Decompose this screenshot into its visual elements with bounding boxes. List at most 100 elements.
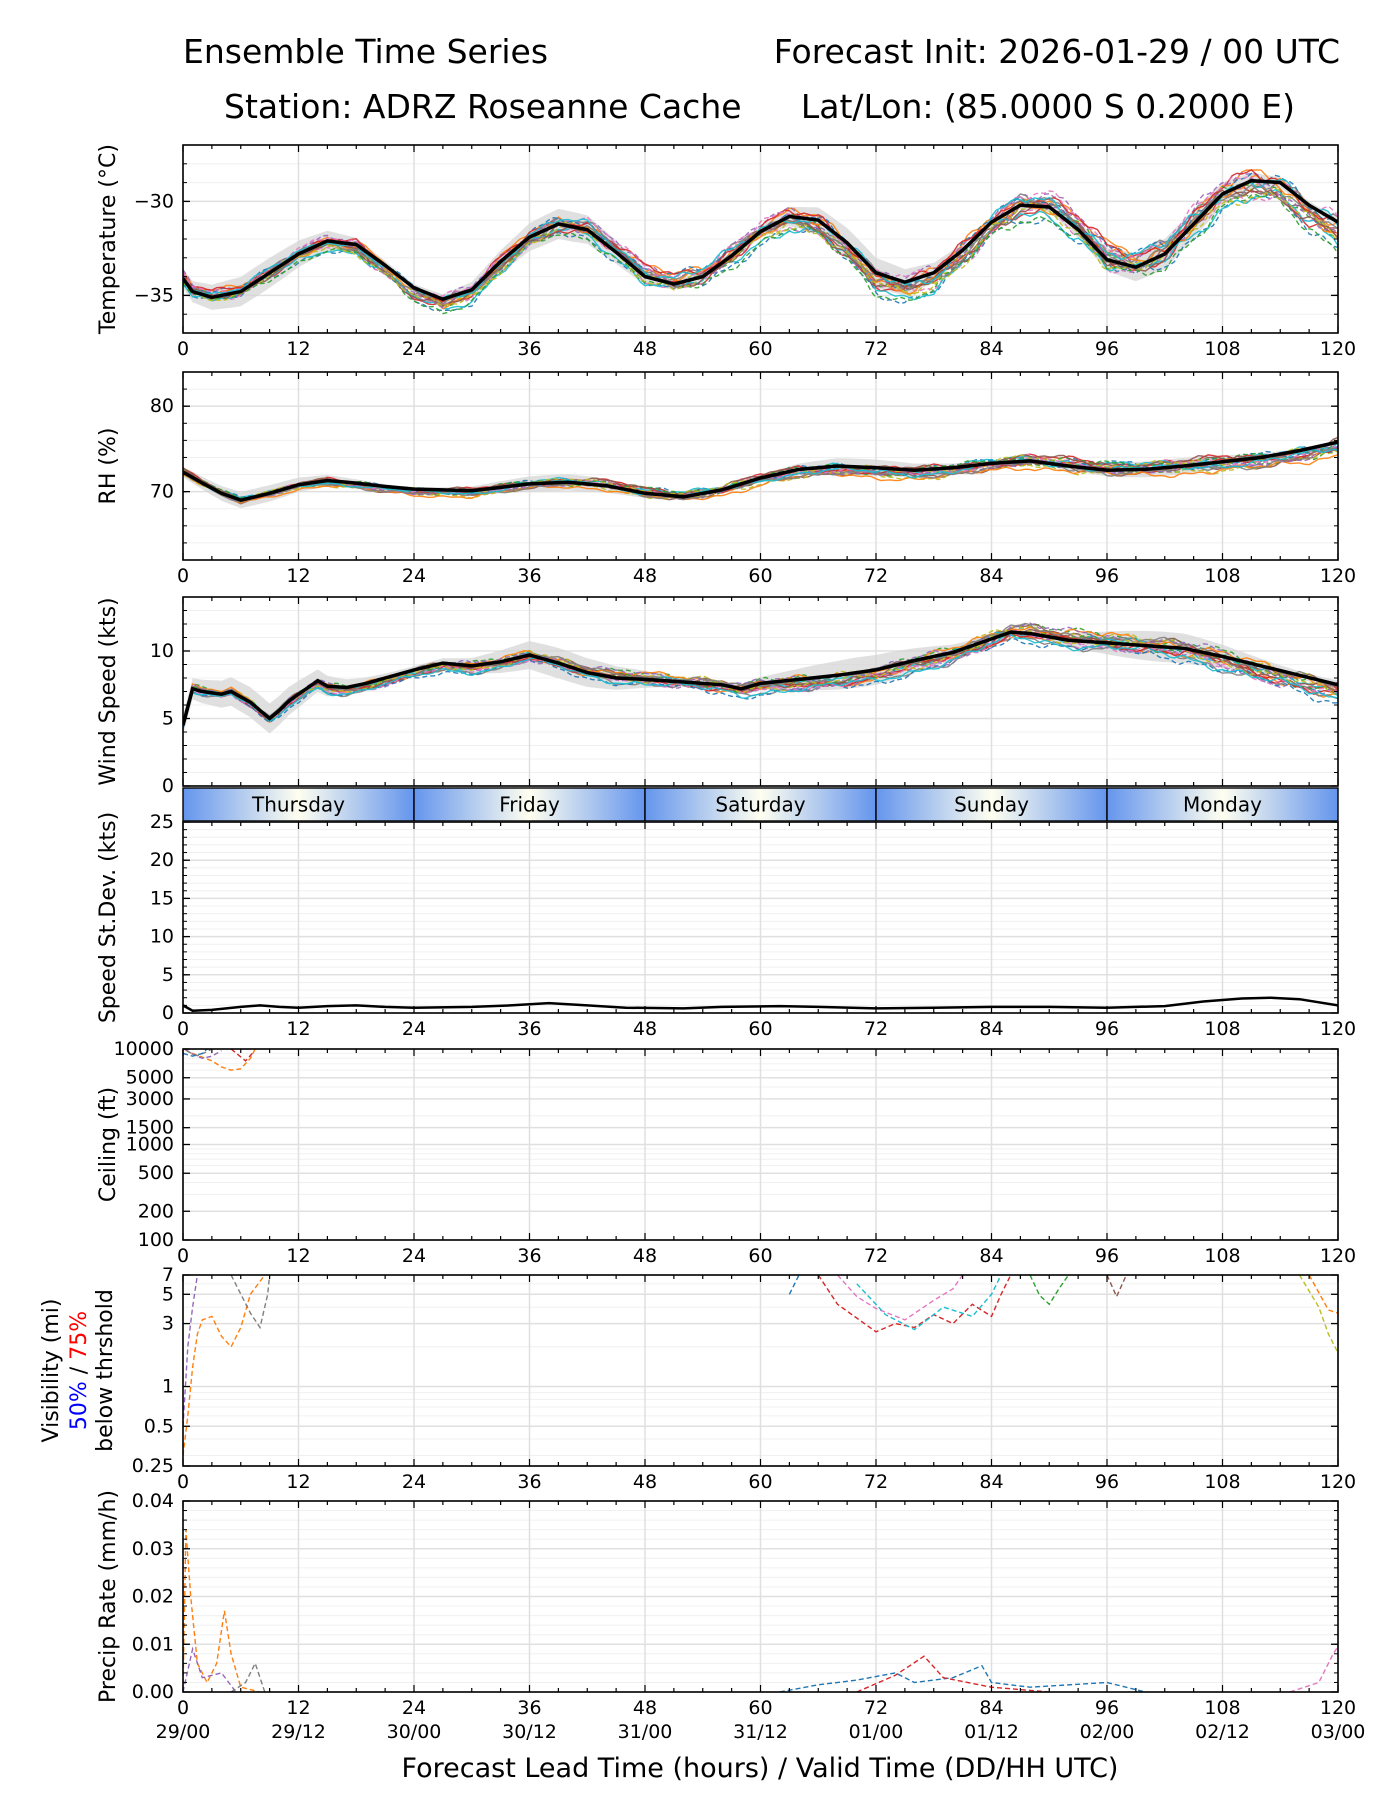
- valid-time-label: 02/12: [1195, 1721, 1250, 1743]
- x-tick-label: 36: [517, 1697, 541, 1719]
- x-tick-label: 72: [864, 1018, 888, 1040]
- title-left: Ensemble Time Series: [183, 32, 548, 71]
- member-line: [836, 1275, 964, 1321]
- data-area-temperature: [183, 169, 1338, 315]
- day-band: Thursday Friday Saturday Sunday Monday: [182, 787, 1339, 822]
- valid-time-label: 01/12: [964, 1721, 1019, 1743]
- member-line: [856, 1655, 1050, 1692]
- x-tick-label: 48: [633, 565, 657, 587]
- y-tick-label: 5: [162, 1283, 174, 1305]
- x-tick-label: 0: [177, 338, 189, 360]
- x-tick-label: 36: [517, 1245, 541, 1267]
- x-tick-label: 84: [979, 1245, 1003, 1267]
- data-area-speed_stdev: [183, 996, 1338, 1012]
- x-tick-label: 120: [1320, 338, 1356, 360]
- y-tick-label: 0.5: [144, 1415, 174, 1437]
- ensemble-mean-line: [183, 178, 1338, 302]
- member-line: [856, 1275, 1002, 1331]
- panel-rh: 70 80 0 12 24 36 48 60 72 84 96 108 120 RH (%): [96, 371, 1356, 587]
- y-tick-label: 5000: [126, 1067, 174, 1089]
- x-tick-label: 36: [517, 338, 541, 360]
- panel-precip: 0.00 0.01 0.02 0.03 0.04 0 12 24 36 48 60 72 84 96 108…: [96, 1490, 1365, 1743]
- y-axis-label: Wind Speed (kts): [96, 597, 121, 785]
- member-line: [183, 1049, 208, 1057]
- x-tick-label: 24: [402, 1245, 426, 1267]
- x-tick-label: 72: [864, 1697, 888, 1719]
- member-line: [183, 632, 1338, 726]
- x-tick-label: 84: [979, 565, 1003, 587]
- ensemble-mean-line: [183, 440, 1338, 503]
- valid-time-label: 01/00: [849, 1721, 904, 1743]
- valid-time-label: 31/12: [733, 1721, 788, 1743]
- y-tick-label: 70: [150, 481, 174, 503]
- day-label: Sunday: [954, 793, 1029, 817]
- x-tick-label: 96: [1095, 1018, 1119, 1040]
- x-tick-label: 12: [286, 1018, 310, 1040]
- member-line: [779, 1664, 1146, 1692]
- x-tick-label: 24: [402, 338, 426, 360]
- x-tick-label: 84: [979, 1471, 1003, 1493]
- data-area-wind: [183, 622, 1338, 735]
- valid-time-label: 30/12: [502, 1721, 557, 1743]
- day-label: Saturday: [715, 793, 805, 817]
- x-tick-label: 120: [1320, 1245, 1356, 1267]
- ensemble-mean-line: [183, 630, 1338, 726]
- x-tick-label: 120: [1320, 1697, 1356, 1719]
- y-tick-label: 10000: [114, 1038, 174, 1060]
- x-tick-label: 12: [286, 1245, 310, 1267]
- x-tick-label: 108: [1204, 565, 1240, 587]
- member-line: [1289, 1646, 1338, 1692]
- title-right: Forecast Init: 2026-01-29 / 00 UTC: [774, 32, 1340, 71]
- data-area-precip: [183, 1529, 1338, 1692]
- y-axis-label: below thrshold: [93, 1289, 118, 1452]
- y-axis-label: Visibility (mi): [39, 1299, 64, 1443]
- member-line: [183, 1529, 261, 1692]
- y-axis-label: Speed St.Dev. (kts): [96, 812, 121, 1023]
- y-tick-label: −35: [134, 284, 174, 306]
- valid-time-label: 03/00: [1311, 1721, 1366, 1743]
- title-latlon: Lat/Lon: (85.0000 S 0.2000 E): [801, 87, 1295, 126]
- day-cell: [182, 787, 415, 822]
- x-tick-label: 60: [748, 1245, 772, 1267]
- x-tick-label: 72: [864, 565, 888, 587]
- x-tick-label: 96: [1095, 338, 1119, 360]
- panel-temperature: −35 −30 0 12 24 36 48 60 72 84 96 108 120 Temperature…: [96, 144, 1356, 360]
- threshold-separator: /: [67, 1360, 92, 1381]
- y-axis-label: Temperature (°C): [96, 144, 121, 335]
- y-tick-label: 25: [150, 811, 174, 833]
- title-station: Station: ADRZ Roseanne Cache: [224, 87, 742, 126]
- member-line: [183, 192, 1338, 315]
- y-tick-label: 7: [162, 1264, 174, 1286]
- valid-time-label: 29/00: [156, 1721, 211, 1743]
- member-line: [788, 1275, 800, 1295]
- x-tick-label: 12: [286, 1697, 310, 1719]
- day-cell: [644, 787, 877, 822]
- x-tick-label: 108: [1204, 1471, 1240, 1493]
- ensemble-mean-line: [183, 996, 1338, 1012]
- y-tick-label: 10: [150, 640, 174, 662]
- x-tick-label: 36: [517, 1018, 541, 1040]
- y-tick-label: 0.02: [132, 1586, 174, 1608]
- x-tick-label: 24: [402, 565, 426, 587]
- y-tick-label: 0: [162, 1002, 174, 1024]
- panel-speed_stdev: 0 5 10 15 20 25 0 12 24 36 48 60 72 84 96 108 120 Speed S…: [96, 811, 1356, 1040]
- y-tick-label: 0.01: [132, 1633, 174, 1655]
- x-tick-label: 60: [748, 565, 772, 587]
- x-tick-label: 96: [1095, 1245, 1119, 1267]
- x-tick-label: 120: [1320, 565, 1356, 587]
- x-tick-label: 60: [748, 338, 772, 360]
- y-tick-label: 5: [162, 708, 174, 730]
- y-tick-label: 20: [150, 849, 174, 871]
- y-tick-label: 0.03: [132, 1538, 174, 1560]
- y-tick-label: 1: [162, 1376, 174, 1398]
- y-tick-label: 100: [138, 1229, 174, 1251]
- x-tick-label: 0: [177, 1245, 189, 1267]
- day-cell: [413, 787, 646, 822]
- x-tick-label: 48: [633, 338, 657, 360]
- x-tick-label: 12: [286, 1471, 310, 1493]
- y-axis-label: RH (%): [96, 428, 121, 505]
- x-tick-label: 96: [1095, 1471, 1119, 1493]
- member-line: [1106, 1275, 1127, 1299]
- member-line: [1298, 1275, 1338, 1354]
